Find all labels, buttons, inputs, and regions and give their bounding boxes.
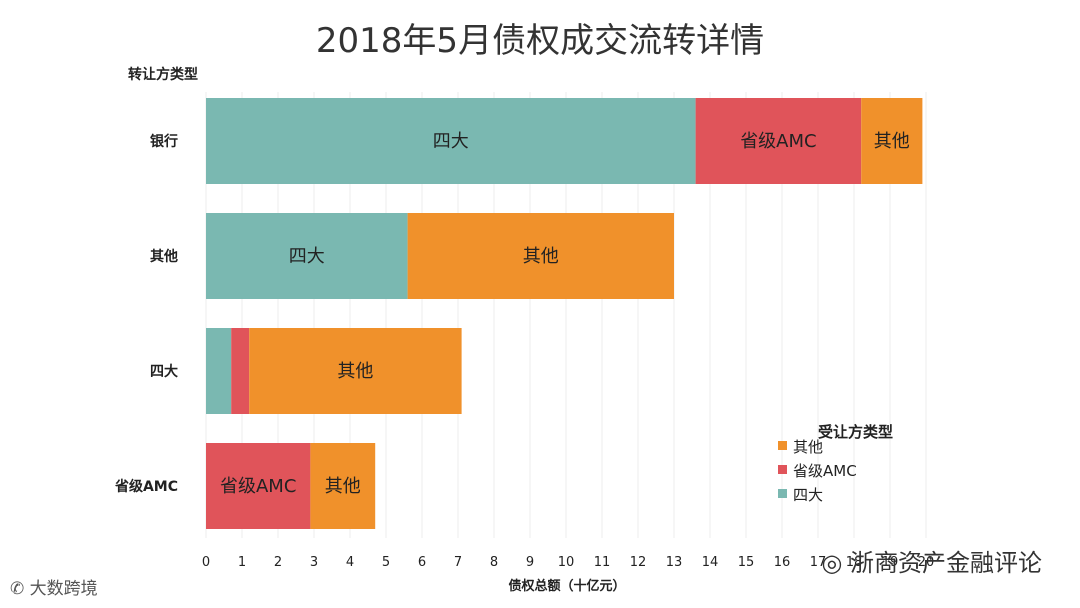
x-tick-label: 20 [918, 555, 935, 570]
category-label: 其他 [150, 248, 178, 265]
x-tick-label: 16 [774, 555, 791, 570]
legend-swatch [778, 465, 787, 474]
x-tick-label: 12 [630, 555, 647, 570]
category-label: 四大 [150, 363, 178, 380]
x-tick-label: 15 [738, 555, 755, 570]
x-tick-label: 19 [882, 555, 899, 570]
legend-label: 省级AMC [793, 462, 857, 480]
x-tick-label: 9 [526, 555, 534, 570]
x-tick-label: 10 [558, 555, 575, 570]
x-tick-label: 1 [238, 555, 246, 570]
watermark-right-text: 浙商资产金融评论 [850, 549, 1042, 577]
x-tick-label: 8 [490, 555, 498, 570]
bar-segment-label: 其他 [325, 476, 361, 497]
legend-label: 四大 [793, 486, 823, 504]
category-label: 省级AMC [114, 478, 178, 495]
watermark-left-text: 大数跨境 [29, 579, 98, 599]
legend-swatch [778, 441, 787, 450]
x-tick-label: 0 [202, 555, 210, 570]
bar-segment-label: 省级AMC [740, 131, 816, 152]
bar-segment [310, 443, 376, 529]
bar-segment [861, 98, 923, 184]
chart-title: 2018年5月债权成交流转详情 [316, 21, 764, 61]
x-axis-ticks: 0 1 2 3 4 5 6 7 8 9 10 11 12 13 14 15 16 17 18 19 20 [202, 555, 934, 570]
x-tick-label: 18 [846, 555, 863, 570]
category-label: 银行 [150, 133, 178, 150]
x-tick-label: 6 [418, 555, 426, 570]
x-tick-label: 7 [454, 555, 462, 570]
legend-title: 受让方类型 [818, 423, 893, 441]
bar-segment [206, 443, 311, 529]
watermark-right: ◎ 浙商资产金融评论 [821, 543, 1042, 578]
watermark-left: ✆ 大数跨境 [10, 574, 98, 599]
y-axis-title: 转让方类型 [128, 66, 198, 83]
x-tick-label: 5 [382, 555, 390, 570]
x-tick-label: 17 [810, 555, 827, 570]
x-tick-label: 11 [594, 555, 611, 570]
bar-segment [407, 213, 674, 299]
x-tick-label: 13 [666, 555, 683, 570]
x-tick-label: 14 [702, 555, 719, 570]
x-tick-label: 3 [310, 555, 318, 570]
bar-segment-label: 四大 [433, 131, 469, 152]
bar-segment-label: 其他 [874, 131, 910, 152]
bar-segment [206, 213, 408, 299]
bar-segment-label: 四大 [289, 246, 325, 267]
x-tick-label: 2 [274, 555, 282, 570]
bar-segment-label: 其他 [337, 361, 373, 382]
brand-icon: ✆ [10, 579, 25, 599]
bar-segment-label: 其他 [523, 246, 559, 267]
x-axis-title: 债权总额（十亿元） [508, 578, 625, 594]
bar-segment-label: 省级AMC [220, 476, 296, 497]
wechat-icon: ◎ [821, 549, 843, 577]
bar-segment [206, 328, 232, 414]
bar-segment [231, 328, 250, 414]
legend-swatch [778, 489, 787, 498]
x-tick-label: 4 [346, 555, 354, 570]
bar-segment [206, 98, 696, 184]
bar-segment [695, 98, 862, 184]
legend-label: 其他 [793, 438, 823, 456]
bar-segment [249, 328, 462, 414]
